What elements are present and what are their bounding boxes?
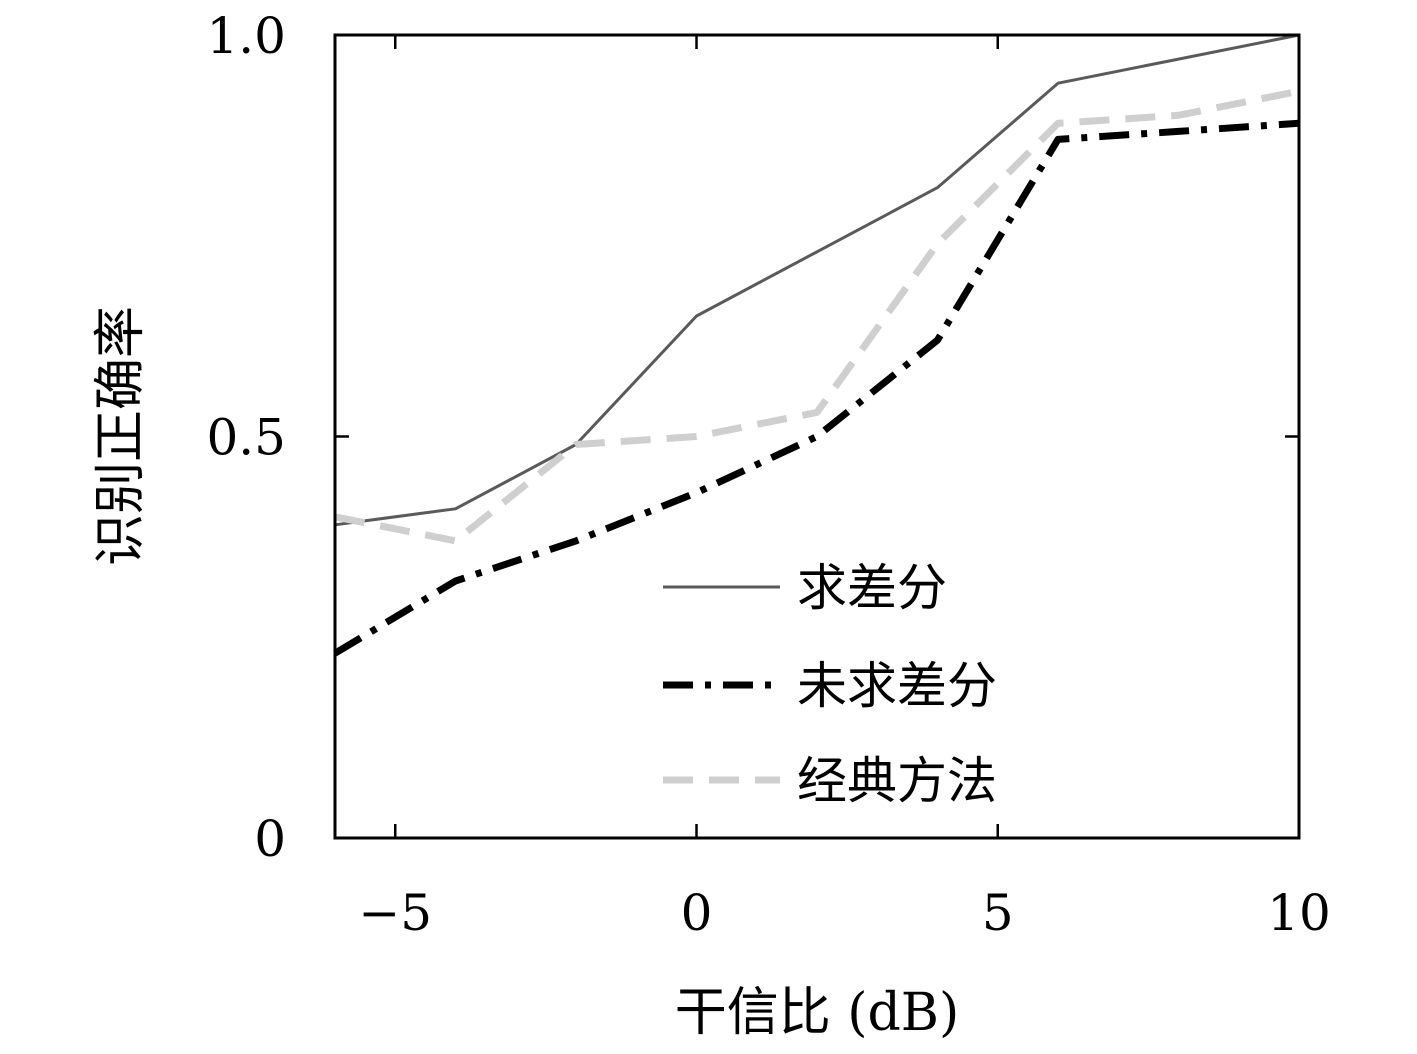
- legend-label-1: 求差分: [797, 559, 947, 617]
- plot-frame: [333, 33, 1301, 840]
- legend-label-3: 经典方法: [797, 752, 997, 810]
- y-tick-label: 1.0: [206, 7, 286, 65]
- y-axis-title: 识别正确率: [91, 306, 151, 566]
- y-tick-label: 0: [254, 810, 286, 868]
- x-axis-title: 干信比 (dB): [675, 983, 960, 1043]
- tick-layer: −5 0 5 10 0 0.5 1.0: [206, 7, 1330, 942]
- series-line-3: [334, 87, 1300, 545]
- series-layer: [333, 33, 1300, 657]
- x-tick-label: 5: [982, 884, 1014, 942]
- legend-label-2: 未求差分: [797, 657, 997, 715]
- x-tick-label: −5: [358, 884, 432, 942]
- y-tick-label: 0.5: [206, 409, 286, 467]
- series-line-1: [334, 33, 1300, 527]
- x-tick-label: 10: [1267, 884, 1331, 942]
- x-tick-label: 0: [681, 884, 713, 942]
- series-line-2: [333, 119, 1300, 657]
